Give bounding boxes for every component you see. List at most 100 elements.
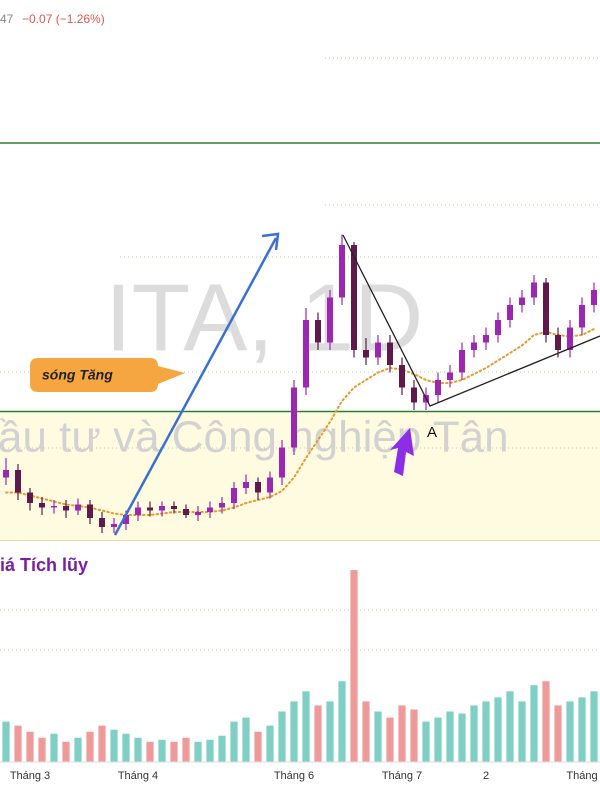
volume-bar xyxy=(302,691,310,762)
candle-body xyxy=(375,342,381,358)
candle-body xyxy=(327,297,333,343)
volume-bar xyxy=(218,735,226,762)
volume-bar xyxy=(50,733,58,762)
candle-body xyxy=(399,365,405,388)
x-tick-label: Tháng 7 xyxy=(382,770,422,782)
volume-bar xyxy=(542,681,550,762)
candle-body xyxy=(579,305,585,328)
volume-bar xyxy=(230,721,238,762)
candle-body xyxy=(15,470,21,493)
candle-body xyxy=(123,515,129,524)
candle-body xyxy=(291,387,297,448)
callout xyxy=(30,358,185,392)
candle-body xyxy=(507,305,513,320)
candle-body xyxy=(303,320,309,388)
volume-bar xyxy=(182,737,190,762)
volume-bar xyxy=(170,741,178,762)
candle-body xyxy=(519,297,525,305)
candle-body xyxy=(111,524,117,527)
volume-bar xyxy=(98,725,106,762)
candle-body xyxy=(147,507,153,511)
candle-body xyxy=(195,512,201,515)
candle-body xyxy=(183,509,189,515)
volume-bar xyxy=(2,721,10,762)
candle-body xyxy=(531,282,537,298)
candle-body xyxy=(567,327,573,350)
candle-body xyxy=(39,503,45,508)
candle-body xyxy=(99,518,105,527)
volume-bar xyxy=(38,737,46,762)
volume-bar xyxy=(554,705,562,762)
watermark-company: ầu tư và Công nghiệp Tân xyxy=(0,413,509,462)
candle-body xyxy=(27,492,33,503)
volume-bar xyxy=(26,731,34,762)
volume-bar xyxy=(374,711,382,762)
candle-body xyxy=(159,506,165,511)
candle-body xyxy=(555,335,561,350)
volume-bar xyxy=(458,713,466,762)
volume-bar xyxy=(350,570,358,762)
price: 47 xyxy=(0,12,14,26)
x-tick-label: 2 xyxy=(483,770,489,782)
candle-body xyxy=(267,477,273,493)
x-tick-label: Tháng 4 xyxy=(118,770,158,782)
volume-bar xyxy=(506,691,514,762)
x-tick-label: Tháng 6 xyxy=(274,770,314,782)
volume-bar xyxy=(158,739,166,762)
volume-bar xyxy=(446,711,454,762)
candle-body xyxy=(243,482,249,488)
moving-average xyxy=(5,328,595,516)
volume-bar xyxy=(194,741,202,762)
candle-body xyxy=(207,507,213,512)
volume-bar xyxy=(434,717,442,762)
candle-body xyxy=(51,506,57,508)
volume-bar xyxy=(530,685,538,762)
volume-bar xyxy=(482,701,490,762)
candle-body xyxy=(171,506,177,509)
point-label: A xyxy=(427,424,437,441)
volume-bar xyxy=(290,701,298,762)
candle-body xyxy=(75,504,81,511)
candle-body xyxy=(387,342,393,365)
volume-bar xyxy=(398,705,406,762)
candle-body xyxy=(459,350,465,373)
volume-bar xyxy=(326,701,334,762)
candle-body xyxy=(339,245,345,298)
candle-body xyxy=(3,470,9,478)
price-change: −0.07 (−1.26%) xyxy=(22,12,105,26)
volume-bar xyxy=(134,737,142,762)
x-tick-label: Tháng 3 xyxy=(10,770,50,782)
trend-arrowhead xyxy=(261,232,280,251)
volume-bar xyxy=(578,697,586,762)
volume-bar xyxy=(74,737,82,762)
candle-body xyxy=(591,290,597,305)
x-tick-label: Tháng xyxy=(566,770,597,782)
volume-bar xyxy=(338,681,346,762)
zone-label: iá Tích lũy xyxy=(0,555,88,575)
volume-bar xyxy=(266,725,274,762)
trend-arrow xyxy=(113,237,278,536)
candle-body xyxy=(255,482,261,493)
volume-bar xyxy=(362,701,370,762)
volume-bar xyxy=(122,733,130,762)
candle-body xyxy=(495,320,501,335)
volume-bar xyxy=(314,705,322,762)
candle-body xyxy=(351,245,357,350)
volume-bar xyxy=(110,729,118,762)
volume-bar xyxy=(590,691,598,762)
candle-body xyxy=(447,372,453,380)
volume-bar xyxy=(86,731,94,762)
candle-body xyxy=(483,335,489,343)
volume-bar xyxy=(146,741,154,762)
candle-body xyxy=(219,503,225,508)
volume-bar xyxy=(278,711,286,762)
candle-body xyxy=(315,320,321,343)
watermark-symbol: ITA, 1D xyxy=(105,264,423,371)
candle-body xyxy=(231,488,237,503)
candle-body xyxy=(87,504,93,518)
candle-body xyxy=(135,507,141,515)
volume-bar xyxy=(518,701,526,762)
volume-bar xyxy=(206,739,214,762)
